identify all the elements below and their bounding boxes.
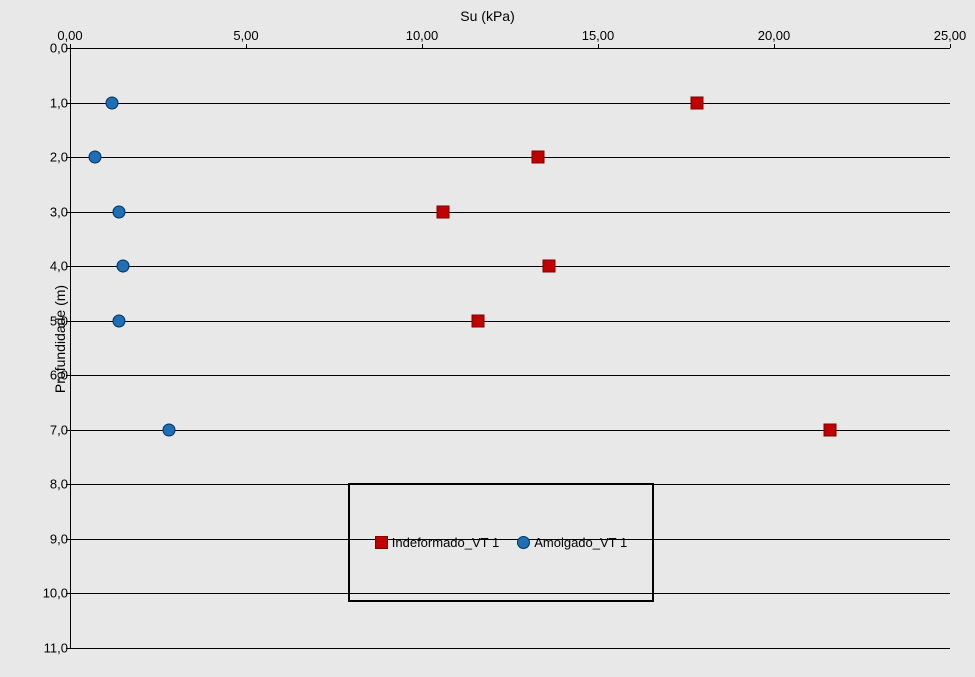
gridline-horizontal [70,103,950,104]
gridline-horizontal [70,157,950,158]
x-axis-title: Su (kPa) [0,8,975,24]
y-tick-label: 8,0 [40,477,68,492]
x-tick-mark [422,44,423,48]
y-tick-mark [66,103,70,104]
circle-marker-icon [517,536,530,549]
legend-item-amolgado: Amolgado_VT 1 [517,535,627,550]
y-tick-label: 6,0 [40,368,68,383]
gridline-horizontal [70,375,950,376]
data-point-circle [113,205,126,218]
data-point-circle [116,260,129,273]
y-tick-mark [66,321,70,322]
chart-container: Su (kPa) Profundidade (m) Indeformado_VT… [0,0,975,677]
x-tick-label: 25,00 [934,28,967,43]
x-tick-label: 10,00 [406,28,439,43]
data-point-circle [88,151,101,164]
legend-label-indeformado: Indeformado_VT 1 [392,535,499,550]
gridline-horizontal [70,648,950,649]
y-tick-label: 0,0 [40,41,68,56]
x-tick-label: 15,00 [582,28,615,43]
gridline-horizontal [70,430,950,431]
x-tick-mark [246,44,247,48]
legend-item-indeformado: Indeformado_VT 1 [375,535,499,550]
legend-label-amolgado: Amolgado_VT 1 [534,535,627,550]
y-tick-label: 1,0 [40,95,68,110]
data-point-circle [106,96,119,109]
y-axis-line [70,48,71,648]
y-tick-label: 10,0 [40,586,68,601]
y-tick-label: 5,0 [40,313,68,328]
data-point-square [824,423,837,436]
y-tick-mark [66,648,70,649]
x-tick-label: 5,00 [233,28,258,43]
x-tick-label: 20,00 [758,28,791,43]
gridline-horizontal [70,266,950,267]
y-tick-label: 9,0 [40,531,68,546]
y-tick-mark [66,266,70,267]
gridline-horizontal [70,321,950,322]
data-point-square [472,314,485,327]
y-tick-label: 4,0 [40,259,68,274]
square-marker-icon [375,536,388,549]
data-point-square [532,151,545,164]
data-point-circle [162,423,175,436]
y-tick-label: 7,0 [40,422,68,437]
y-tick-mark [66,212,70,213]
gridline-horizontal [70,48,950,49]
y-tick-mark [66,375,70,376]
y-tick-label: 3,0 [40,204,68,219]
data-point-square [437,205,450,218]
y-tick-mark [66,430,70,431]
x-tick-mark [598,44,599,48]
x-tick-mark [70,44,71,48]
x-tick-mark [950,44,951,48]
gridline-horizontal [70,212,950,213]
y-tick-mark [66,484,70,485]
data-point-square [542,260,555,273]
data-point-square [690,96,703,109]
y-tick-label: 2,0 [40,150,68,165]
legend: Indeformado_VT 1 Amolgado_VT 1 [348,483,654,602]
data-point-circle [113,314,126,327]
y-tick-mark [66,48,70,49]
y-tick-mark [66,539,70,540]
y-tick-mark [66,593,70,594]
y-tick-label: 11,0 [40,641,68,656]
x-tick-mark [774,44,775,48]
y-tick-mark [66,157,70,158]
